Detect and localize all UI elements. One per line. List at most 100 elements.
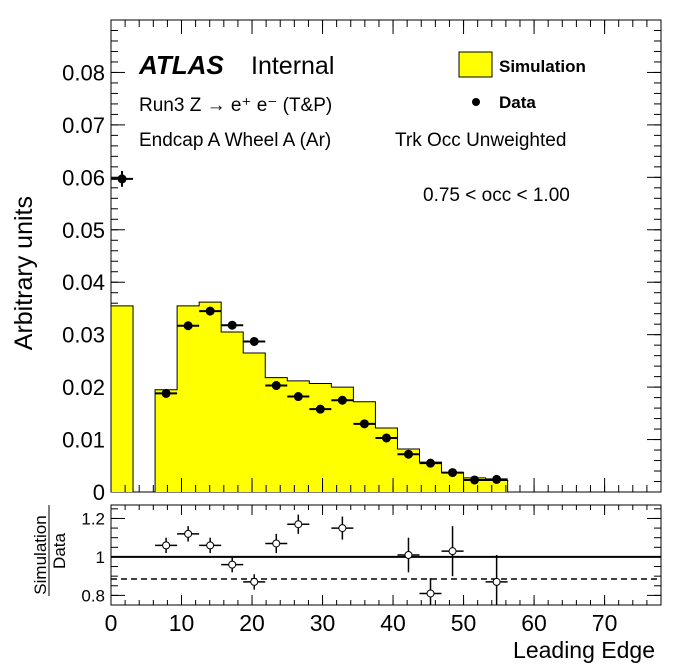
data-point <box>287 392 310 402</box>
ratio-point-marker <box>294 520 303 529</box>
ratio-point <box>265 533 288 554</box>
x-axis: 0 10 20 30 40 50 60 70 <box>105 20 662 636</box>
data-point <box>419 458 442 468</box>
data-point-marker <box>117 174 127 184</box>
main-y-tick-label: 0.01 <box>62 428 105 453</box>
x-tick-label: 30 <box>310 610 336 636</box>
data-point <box>177 321 200 331</box>
ratio-point-marker <box>426 589 435 598</box>
x-tick-label: 70 <box>592 610 618 636</box>
data-point <box>331 395 354 405</box>
ratio-point <box>287 514 310 534</box>
ratio-point <box>177 526 200 542</box>
data-point-marker <box>315 404 325 414</box>
ratio-y-axis: 0.8 1 1.2 <box>81 508 661 606</box>
data-point <box>353 419 376 429</box>
ratio-y-label-numerator: Simulation <box>31 515 50 594</box>
region-label: Endcap A Wheel A (Ar) <box>139 130 331 151</box>
simulation-histogram <box>110 301 509 492</box>
x-tick-label: 50 <box>451 610 477 636</box>
simulation-bar <box>199 302 222 492</box>
data-point-marker <box>161 388 171 398</box>
occupancy-label: 0.75 < occ < 1.00 <box>423 185 570 206</box>
data-point <box>441 468 464 478</box>
ratio-point <box>485 555 508 605</box>
legend-data-marker <box>472 98 480 106</box>
ratio-plot-frame <box>110 504 662 606</box>
data-point <box>485 474 508 484</box>
data-point <box>199 306 222 316</box>
x-axis-label: Leading Edge <box>513 637 655 663</box>
simulation-bar <box>111 305 134 492</box>
process-label: Run3 Z → e⁺ e⁻ (T&P) <box>139 95 332 116</box>
data-point <box>221 320 244 330</box>
ratio-point <box>199 537 222 554</box>
simulation-bar <box>221 332 244 492</box>
ratio-reference-lines <box>111 555 661 580</box>
simulation-bar <box>485 480 508 492</box>
x-tick-label: 60 <box>521 610 547 636</box>
ratio-y-tick-label: 0.8 <box>81 586 105 605</box>
data-point-marker <box>448 468 458 478</box>
ratio-point-marker <box>184 529 193 538</box>
data-point-marker <box>271 381 281 391</box>
simulation-bar <box>309 383 332 492</box>
data-point <box>397 449 420 459</box>
ratio-point-marker <box>492 577 501 586</box>
ratio-point-marker <box>206 541 215 550</box>
ratio-point <box>155 537 178 554</box>
ratio-point-marker <box>162 541 171 550</box>
main-y-tick-label: 0.03 <box>62 323 105 348</box>
data-point-marker <box>403 449 413 459</box>
data-point <box>309 404 332 414</box>
main-y-tick-label: 0.05 <box>62 218 105 243</box>
simulation-bar <box>265 377 288 492</box>
data-point-marker <box>227 320 237 330</box>
data-point-marker <box>249 336 259 346</box>
main-y-tick-label: 0.08 <box>62 60 105 85</box>
ratio-point-marker <box>338 524 347 533</box>
data-point <box>111 171 134 187</box>
simulation-bar <box>441 472 464 492</box>
data-point-marker <box>470 475 480 485</box>
data-point <box>265 381 288 391</box>
simulation-bar <box>353 401 376 492</box>
atlas-label: ATLAS <box>138 50 224 80</box>
data-point-marker <box>337 395 347 405</box>
legend-data-label: Data <box>499 93 536 112</box>
data-point-marker <box>293 392 303 402</box>
legend: Simulation Data <box>458 51 586 112</box>
simulation-bar <box>375 428 398 492</box>
ratio-point <box>331 516 354 540</box>
main-y-tick-label: 0.04 <box>62 270 105 295</box>
simulation-bar <box>397 448 420 492</box>
data-point-marker <box>205 306 215 316</box>
ratio-point <box>441 526 464 577</box>
data-point-marker <box>359 419 369 429</box>
main-y-axis: 0 0.01 0.02 0.03 0.04 0.05 0.06 0.07 0.08 <box>62 19 661 505</box>
main-y-tick-label: 0.02 <box>62 375 105 400</box>
x-tick-label: 20 <box>239 610 265 636</box>
simulation-bar <box>463 477 486 492</box>
simulation-bar <box>419 462 442 492</box>
data-point-marker <box>183 321 193 331</box>
data-point-marker <box>381 433 391 443</box>
data-point-marker <box>492 474 502 484</box>
ratio-y-label-denominator: Data <box>50 533 69 569</box>
legend-simulation-label: Simulation <box>499 57 586 76</box>
ratio-point-marker <box>272 539 281 548</box>
main-y-tick-label: 0.06 <box>62 165 105 190</box>
y-axis-label: Arbitrary units <box>10 196 38 350</box>
data-point <box>243 336 266 346</box>
ratio-points <box>155 514 508 605</box>
x-tick-label: 10 <box>169 610 195 636</box>
x-tick-label: 0 <box>105 610 118 636</box>
ratio-point-marker <box>250 577 259 586</box>
data-point <box>375 433 398 443</box>
legend-simulation-swatch <box>458 51 493 78</box>
ratio-point <box>221 556 244 573</box>
ratio-y-tick-label: 1 <box>96 548 105 567</box>
ratio-point-marker <box>404 551 413 559</box>
data-point <box>155 388 178 398</box>
